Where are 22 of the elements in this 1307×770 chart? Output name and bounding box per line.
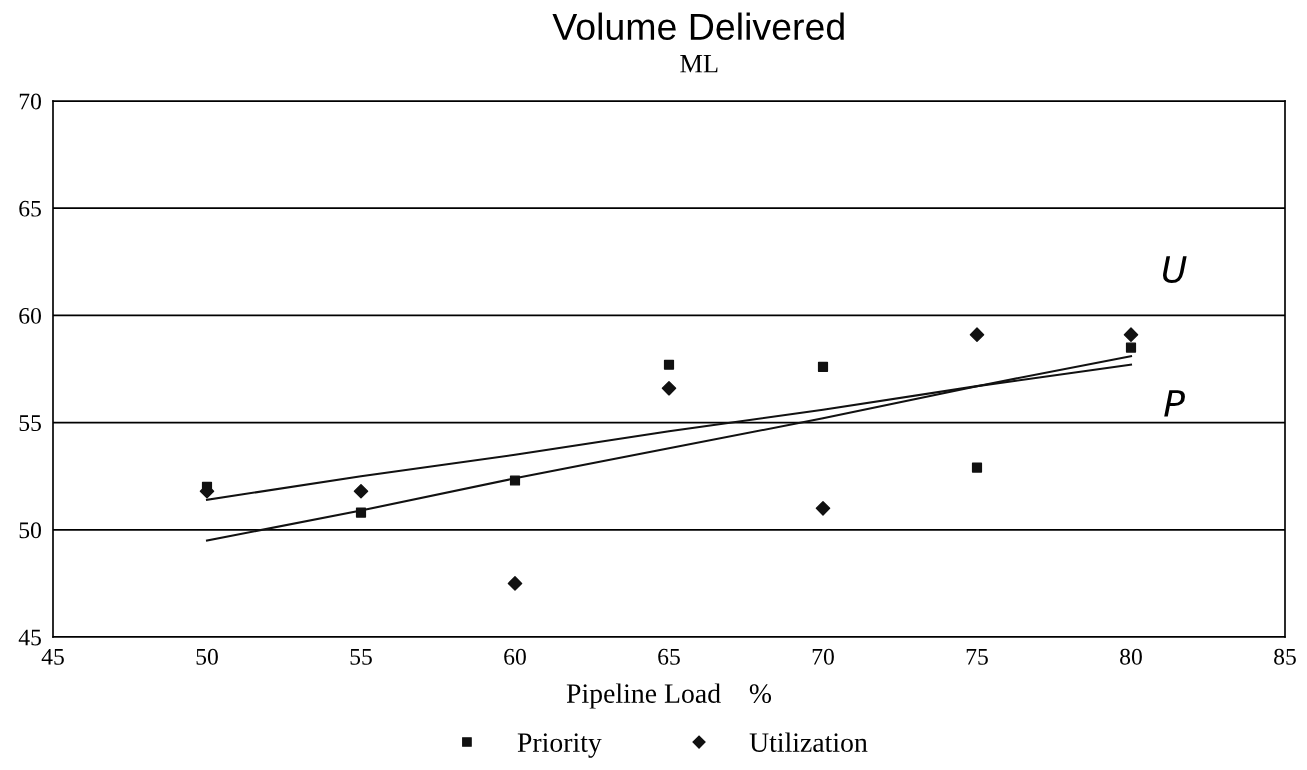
chart-title: Volume Delivered xyxy=(552,12,844,41)
y-tick-label: 70 xyxy=(19,93,41,110)
chart-subtitle: ML xyxy=(680,55,718,73)
annotation: U xyxy=(1163,256,1187,283)
x-tick-label: 85 xyxy=(1274,648,1296,665)
x-tick-label: 75 xyxy=(966,649,988,665)
x-tick-label: 45 xyxy=(41,648,64,665)
legend-label: Priority xyxy=(517,733,602,758)
y-tick-label: 65 xyxy=(19,200,41,217)
x-tick-label: 60 xyxy=(504,648,526,665)
x-tick-label: 55 xyxy=(350,649,372,665)
y-tick-label: 55 xyxy=(19,415,41,432)
x-tick-label: 70 xyxy=(812,648,834,665)
annotation: P xyxy=(1164,390,1185,417)
y-tick-label: 60 xyxy=(19,307,41,324)
x-tick-label: 50 xyxy=(196,648,218,665)
x-tick-label: 65 xyxy=(658,648,680,665)
legend-label: Utilization xyxy=(749,732,868,752)
y-tick-label: 45 xyxy=(18,629,41,646)
x-tick-label: 80 xyxy=(1120,648,1142,665)
x-axis-title: Pipeline Load % xyxy=(566,683,772,709)
y-tick-label: 50 xyxy=(19,522,41,539)
